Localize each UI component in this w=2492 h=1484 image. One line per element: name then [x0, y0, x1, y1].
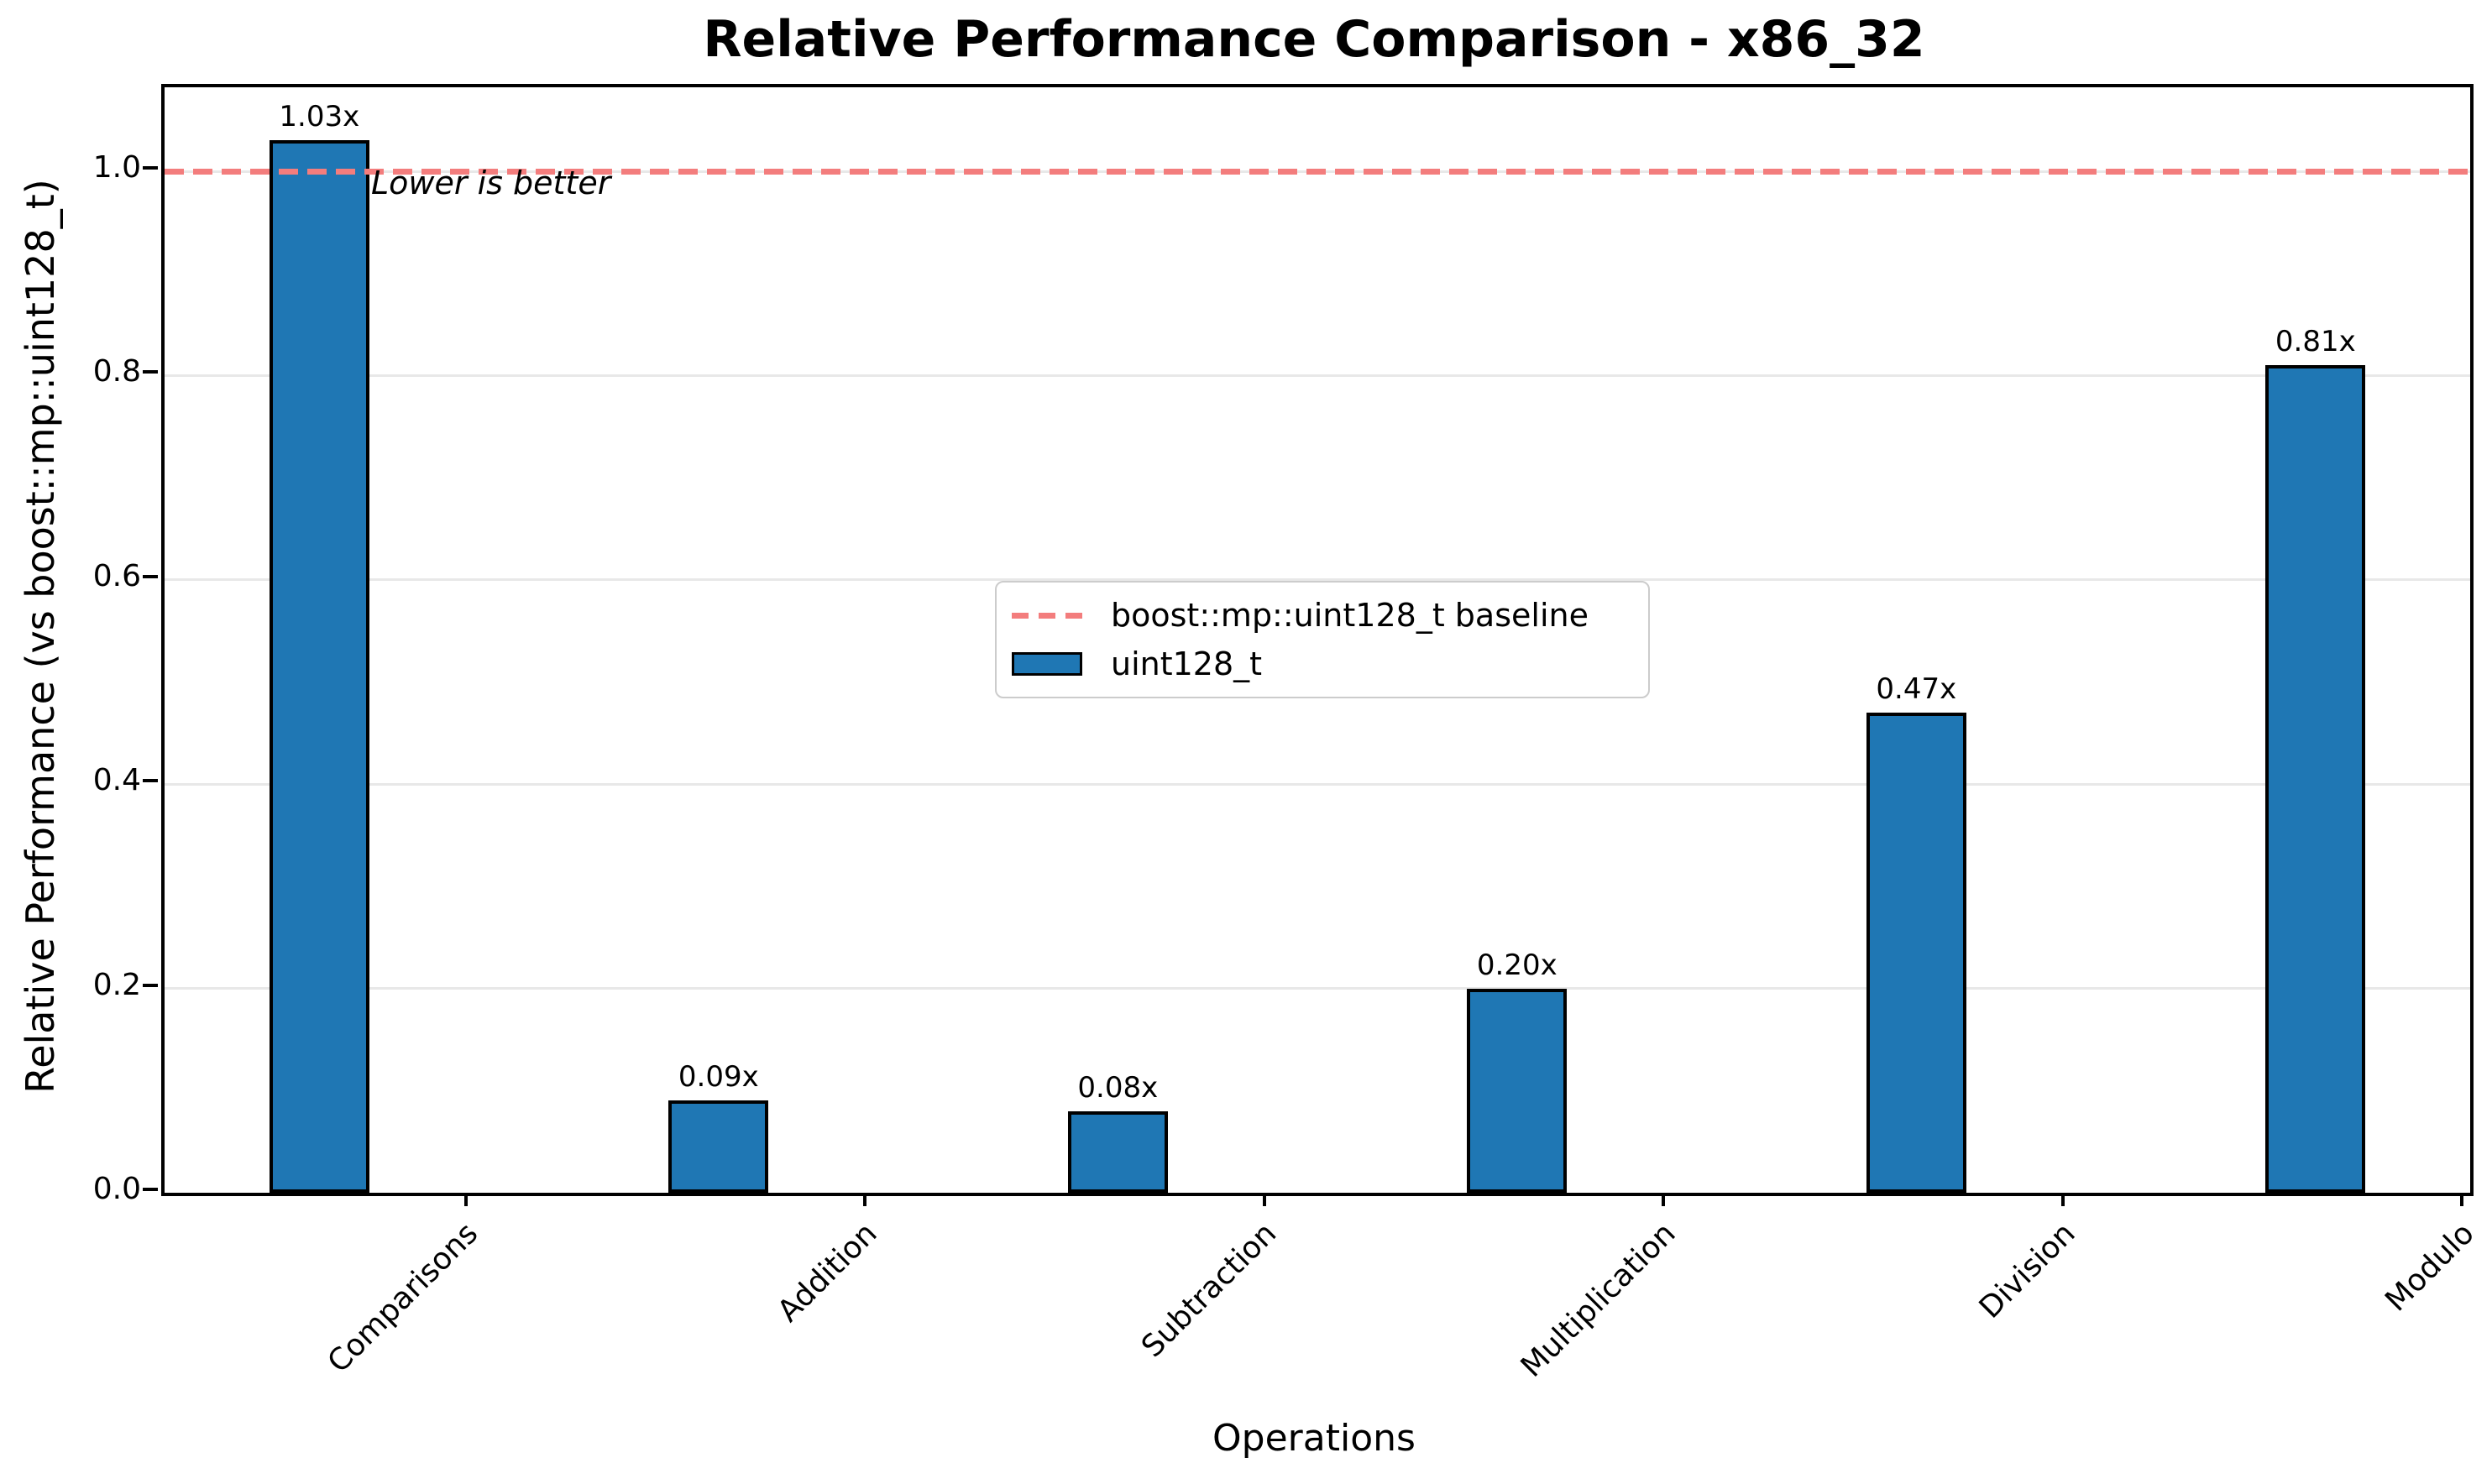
y-tick-label-0.0: 0.0 [92, 1172, 141, 1206]
x-tick-label-modulo: Modulo [2379, 1216, 2482, 1319]
series-color-swatch [1012, 652, 1082, 676]
legend-series-label: uint128_t [1111, 645, 1263, 682]
gridline-0.8 [165, 374, 2470, 377]
gridline-0.2 [165, 987, 2470, 990]
y-tick-0.4 [143, 779, 158, 783]
x-tick-modulo [2460, 1193, 2464, 1206]
lower-is-better-annotation: Lower is better [371, 165, 611, 201]
legend-row-series: uint128_t [1012, 641, 1631, 687]
x-tick-addition [863, 1193, 867, 1206]
bar-comparisons [269, 140, 369, 1193]
y-tick-0.6 [143, 574, 158, 578]
y-tick-1.0 [143, 166, 158, 170]
chart-title: Relative Performance Comparison - x86_32 [703, 10, 1925, 69]
y-tick-label-0.2: 0.2 [92, 967, 141, 1002]
bar-modulo [2265, 365, 2366, 1193]
gridline-0.4 [165, 782, 2470, 786]
y-tick-0.8 [143, 370, 158, 374]
bar-value-label-modulo: 0.81x [2275, 325, 2356, 359]
bar-multiplication [1467, 988, 1568, 1193]
plot-area: 1.03x 0.09x 0.08x 0.20x 0.47x 0.81x Lower is … [161, 84, 2474, 1196]
x-tick-division [2060, 1193, 2065, 1206]
x-tick-label-comparisons: Comparisons [321, 1216, 485, 1380]
legend-baseline-label: boost::mp::uint128_t baseline [1111, 597, 1589, 634]
bar-value-label-subtraction: 0.08x [1077, 1070, 1159, 1105]
baseline-dashed-line [165, 168, 2470, 175]
bar-value-label-division: 0.47x [1876, 672, 1957, 706]
bar-subtraction [1067, 1110, 1168, 1193]
x-tick-label-subtraction: Subtraction [1135, 1216, 1284, 1365]
legend-row-baseline: boost::mp::uint128_t baseline [1012, 593, 1631, 638]
bar-value-label-comparisons: 1.03x [279, 100, 360, 134]
y-axis-label: Relative Performance (vs boost::mp::uint… [18, 179, 63, 1094]
bar-value-label-addition: 0.09x [678, 1060, 759, 1095]
baseline-dash-swatch [1012, 612, 1082, 619]
y-tick-0.2 [143, 983, 158, 987]
x-tick-label-division: Division [1972, 1216, 2082, 1325]
x-tick-subtraction [1262, 1193, 1266, 1206]
y-tick-0.0 [143, 1188, 158, 1191]
legend-box: boost::mp::uint128_t baseline uint128_t [995, 581, 1650, 698]
bar-addition [668, 1100, 769, 1193]
x-axis-label: Operations [1212, 1417, 1416, 1460]
y-tick-label-0.8: 0.8 [92, 354, 141, 389]
x-tick-multiplication [1662, 1193, 1666, 1206]
y-tick-label-0.4: 0.4 [92, 763, 141, 798]
y-tick-label-1.0: 1.0 [92, 150, 141, 185]
gridline-0.6 [165, 578, 2470, 582]
x-tick-comparisons [463, 1193, 468, 1206]
x-tick-label-addition: Addition [771, 1216, 885, 1330]
y-tick-label-0.6: 0.6 [92, 558, 141, 593]
x-tick-label-multiplication: Multiplication [1515, 1216, 1683, 1384]
bar-division [1866, 713, 1966, 1193]
bar-value-label-multiplication: 0.20x [1476, 948, 1558, 982]
